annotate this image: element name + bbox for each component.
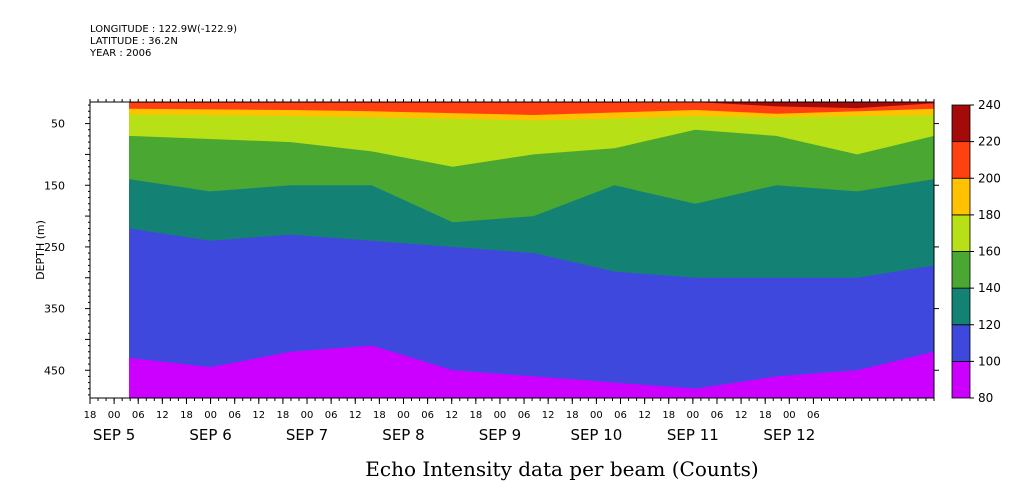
colorbar-label: 120 <box>978 318 1001 332</box>
x-hour-label: 12 <box>735 410 748 421</box>
x-hour-label: 06 <box>132 410 145 421</box>
x-hour-label: 18 <box>759 410 772 421</box>
y-tick-label: 150 <box>44 179 65 192</box>
x-date-label: SEP 12 <box>763 426 815 444</box>
contour-band-200-220 <box>129 102 934 115</box>
x-date-label: SEP 10 <box>570 426 622 444</box>
x-hour-label: 06 <box>518 410 531 421</box>
x-hour-label: 18 <box>180 410 193 421</box>
x-date-label: SEP 7 <box>286 426 328 444</box>
y-tick-label: 450 <box>44 364 65 377</box>
x-date-label: SEP 5 <box>93 426 135 444</box>
y-axis-label: DEPTH (m) <box>34 220 47 280</box>
x-hour-label: 12 <box>445 410 458 421</box>
x-hour-label: 12 <box>252 410 265 421</box>
colorbar-label: 200 <box>978 171 1001 185</box>
y-tick-label: 250 <box>44 241 65 254</box>
metadata-block: LONGITUDE : 122.9W(-122.9) LATITUDE : 36… <box>90 24 237 60</box>
y-tick-label: 350 <box>44 303 65 316</box>
x-date-label: SEP 11 <box>667 426 719 444</box>
contour-band-220-240 <box>129 102 934 109</box>
x-hour-label: 12 <box>638 410 651 421</box>
x-hour-label: 06 <box>807 410 820 421</box>
colorbar-label: 220 <box>978 135 1001 149</box>
x-hour-label: 18 <box>566 410 579 421</box>
colorbar-swatch <box>951 360 971 399</box>
x-date-label: SEP 6 <box>189 426 231 444</box>
x-hour-label: 00 <box>204 410 217 421</box>
x-hour-label: 06 <box>228 410 241 421</box>
x-hour-label: 00 <box>686 410 699 421</box>
x-hour-label: 06 <box>711 410 724 421</box>
x-hour-label: 00 <box>590 410 603 421</box>
x-hour-label: 00 <box>783 410 796 421</box>
x-date-label: SEP 9 <box>479 426 521 444</box>
x-hour-label: 06 <box>325 410 338 421</box>
colorbar-label: 240 <box>978 98 1001 112</box>
y-tick-label: 50 <box>51 118 65 131</box>
x-hour-label: 00 <box>397 410 410 421</box>
plot-frame <box>89 101 935 399</box>
x-hour-label: 18 <box>84 410 97 421</box>
colorbar-label: 100 <box>978 354 1001 368</box>
x-hour-label: 18 <box>373 410 386 421</box>
colorbar-label: 180 <box>978 208 1001 222</box>
x-hour-label: 00 <box>494 410 507 421</box>
x-hour-label: 12 <box>156 410 169 421</box>
contour-band-160-180 <box>129 102 934 167</box>
colorbar-swatch <box>951 104 971 143</box>
x-hour-label: 18 <box>662 410 675 421</box>
x-hour-label: 18 <box>277 410 290 421</box>
chart-title: Echo Intensity data per beam (Counts) <box>365 457 758 481</box>
colorbar-label: 80 <box>978 391 993 405</box>
x-hour-label: 12 <box>542 410 555 421</box>
x-date-label: SEP 8 <box>382 426 424 444</box>
colorbar-label: 160 <box>978 245 1001 259</box>
colorbar-swatch <box>951 251 971 289</box>
latitude-text: LATITUDE : 36.2N <box>90 36 178 47</box>
colorbar-swatch <box>951 177 971 216</box>
x-hour-label: 00 <box>108 410 121 421</box>
colorbar-label: 140 <box>978 281 1001 295</box>
x-hour-label: 18 <box>469 410 482 421</box>
colorbar-swatch <box>951 287 971 326</box>
x-hour-label: 06 <box>614 410 627 421</box>
colorbar-swatch <box>951 324 971 362</box>
longitude-text: LONGITUDE : 122.9W(-122.9) <box>90 24 237 35</box>
x-hour-label: 00 <box>301 410 314 421</box>
x-hour-label: 12 <box>349 410 362 421</box>
colorbar-swatch <box>951 214 971 252</box>
year-text: YEAR : 2006 <box>90 48 152 59</box>
x-hour-label: 06 <box>421 410 434 421</box>
colorbar-swatch <box>951 141 971 179</box>
